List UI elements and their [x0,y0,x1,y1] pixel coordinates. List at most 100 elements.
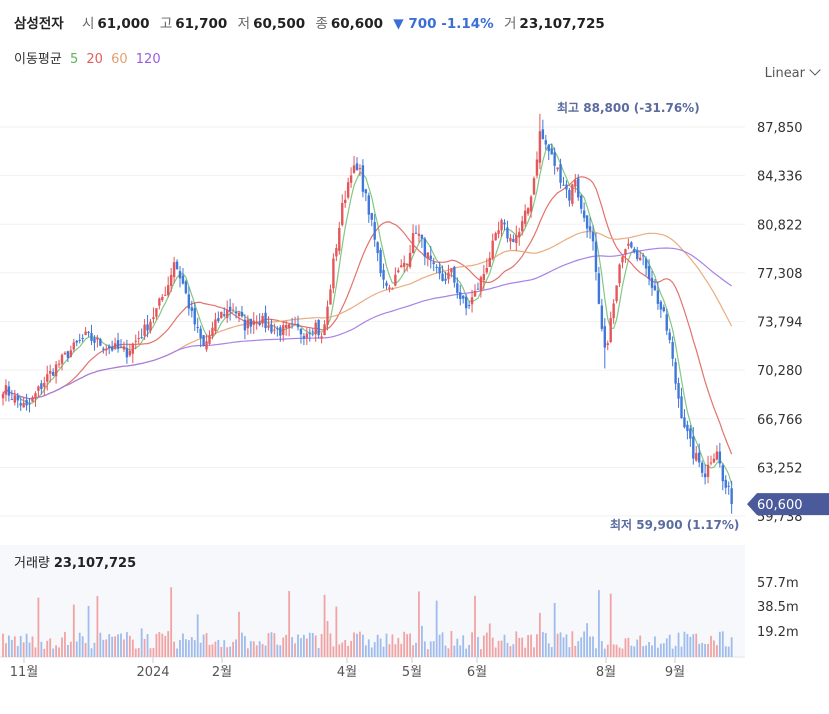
volume-bar [668,634,671,657]
candle-body [603,326,606,348]
volume-bar [179,640,181,657]
ma-legend-title: 이동평균 [14,52,62,67]
volume-bar [698,643,701,657]
candle-body [467,305,471,307]
volume-bar [232,641,234,657]
volume-bar [13,636,16,657]
volume-bar [187,640,190,657]
candle-body [417,233,421,236]
volume-bar [140,628,143,657]
candle-body [293,324,297,326]
volume-bar [126,632,128,657]
volume-bar [547,643,550,657]
candle-body [432,262,435,265]
volume-bar [423,641,426,657]
volume-bar [10,639,13,657]
candle-body [659,301,663,310]
candle-body [391,288,394,290]
volume-bar [158,632,161,657]
volume-bar [512,644,515,657]
candle-body [158,298,161,306]
min-price-annotation: 최저 59,900 (1.17%) [610,517,739,532]
volume-bar [84,643,87,657]
volume-bar [577,641,580,657]
volume-bar [639,635,642,657]
volume-title-label: 거래량 [14,556,50,571]
volume-bar [494,647,497,657]
candle-body [344,199,347,204]
volume-bar [438,634,441,657]
candle-body [647,266,651,279]
x-tick-label: 11월 [10,665,39,680]
current-price-label: 60,600 [757,498,803,513]
volume-bar [713,640,715,657]
volume-bar [615,644,618,657]
scale-selector[interactable]: Linear [765,64,821,81]
candle-body [355,163,359,171]
candle-body [582,210,586,218]
candle-body [518,232,521,238]
volume-bar [359,631,361,657]
volume-bar [488,623,491,657]
volume-bar [412,645,414,657]
candle-body [556,167,559,170]
volume-bar [515,631,518,657]
candle-body [532,178,536,195]
candle-body [700,462,704,473]
candle-body [512,238,515,243]
volume-bar [202,634,205,657]
volume-bar [273,633,276,657]
volume-bar [69,641,72,657]
candle-body [51,371,55,376]
candle-body [46,374,49,382]
volume-bar [294,643,296,657]
volume-bar [46,640,49,657]
candle-body [105,348,108,351]
volume-bar [721,631,724,657]
candle-body [506,227,509,239]
volume-bar [152,648,155,657]
candle-body [674,362,677,384]
candle-body [367,195,370,215]
candle-body [93,337,96,343]
volume-bar [332,646,335,657]
candle-body [529,196,533,212]
candle-body [90,333,93,341]
volume-bar [131,639,134,657]
candle-body [187,294,191,309]
close-value: 60,600 [330,16,383,32]
volume-bar [105,639,108,657]
candle-body [580,195,583,209]
candle-body [698,452,701,463]
volume-bar [205,633,208,657]
volume-bar [199,642,202,657]
volume-bar [447,648,450,657]
volume-bar [435,600,438,657]
candle-body [565,184,568,190]
candle-body [125,348,129,358]
volume-bar [707,643,709,657]
candle-body [400,265,403,268]
candle-body [426,252,429,259]
volume-bar [571,631,574,657]
volume-bar [49,638,52,657]
volume-bar [450,631,453,657]
volume-bar [373,642,376,657]
volume-bar [627,637,630,657]
volume-bar [583,631,586,657]
volume-bar [193,640,196,657]
volume-bar [624,638,627,657]
candle-body [453,266,456,283]
candle-body [609,318,612,343]
candle-body [110,346,114,351]
volume-bar [185,639,187,657]
volume-bar [415,642,417,657]
volume-bar [541,631,544,657]
volume-bar [72,604,75,657]
price-tick-label: 73,794 [757,316,803,331]
moving-average-legend[interactable]: 이동평균 5 20 60 120 [14,48,165,67]
volume-bar [317,647,320,657]
volume-bar [400,643,403,657]
candle-body [346,182,350,198]
